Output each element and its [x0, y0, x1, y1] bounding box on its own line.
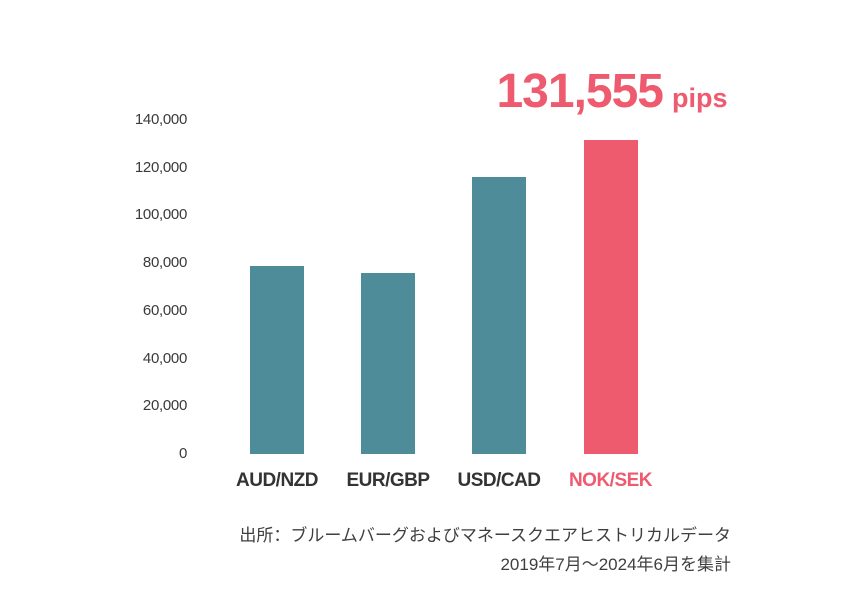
x-axis-label-aud-nzd: AUD/NZD: [236, 470, 319, 491]
y-axis-tick-label: 80,000: [142, 254, 187, 272]
y-axis-tick-label: 40,000: [142, 349, 187, 367]
highlight-value-unit: pips: [672, 83, 728, 113]
x-axis-label-nok-sek: NOK/SEK: [568, 470, 653, 491]
y-axis-tick-label: 20,000: [142, 397, 187, 415]
x-axis-label-usd-cad: USD/CAD: [457, 470, 541, 491]
y-axis-tick-label: 0: [178, 445, 187, 462]
y-axis-tick-label: 120,000: [134, 158, 187, 176]
bar-aud-nzd: [250, 266, 304, 454]
y-axis-tick-label: 60,000: [142, 301, 187, 319]
x-axis-label-eur-gbp: EUR/GBP: [346, 470, 430, 491]
y-axis-tick-label: 140,000: [134, 111, 187, 128]
bar-usd-cad: [472, 176, 526, 454]
source-line-1: 出所：ブルームバーグおよびマネースクエアヒストリカルデータ: [239, 526, 731, 545]
source-note: 出所：ブルームバーグおよびマネースクエアヒストリカルデータ 2019年7月～20…: [239, 521, 731, 579]
highlight-value-callout: 131,555 pips: [496, 64, 727, 119]
source-line-2: 2019年7月～2024年6月を集計: [500, 555, 731, 574]
y-axis-tick-label: 100,000: [134, 206, 187, 224]
bar-eur-gbp: [361, 273, 415, 454]
bar-nok-sek: [583, 140, 638, 454]
highlight-value-number: 131,555: [496, 65, 664, 118]
